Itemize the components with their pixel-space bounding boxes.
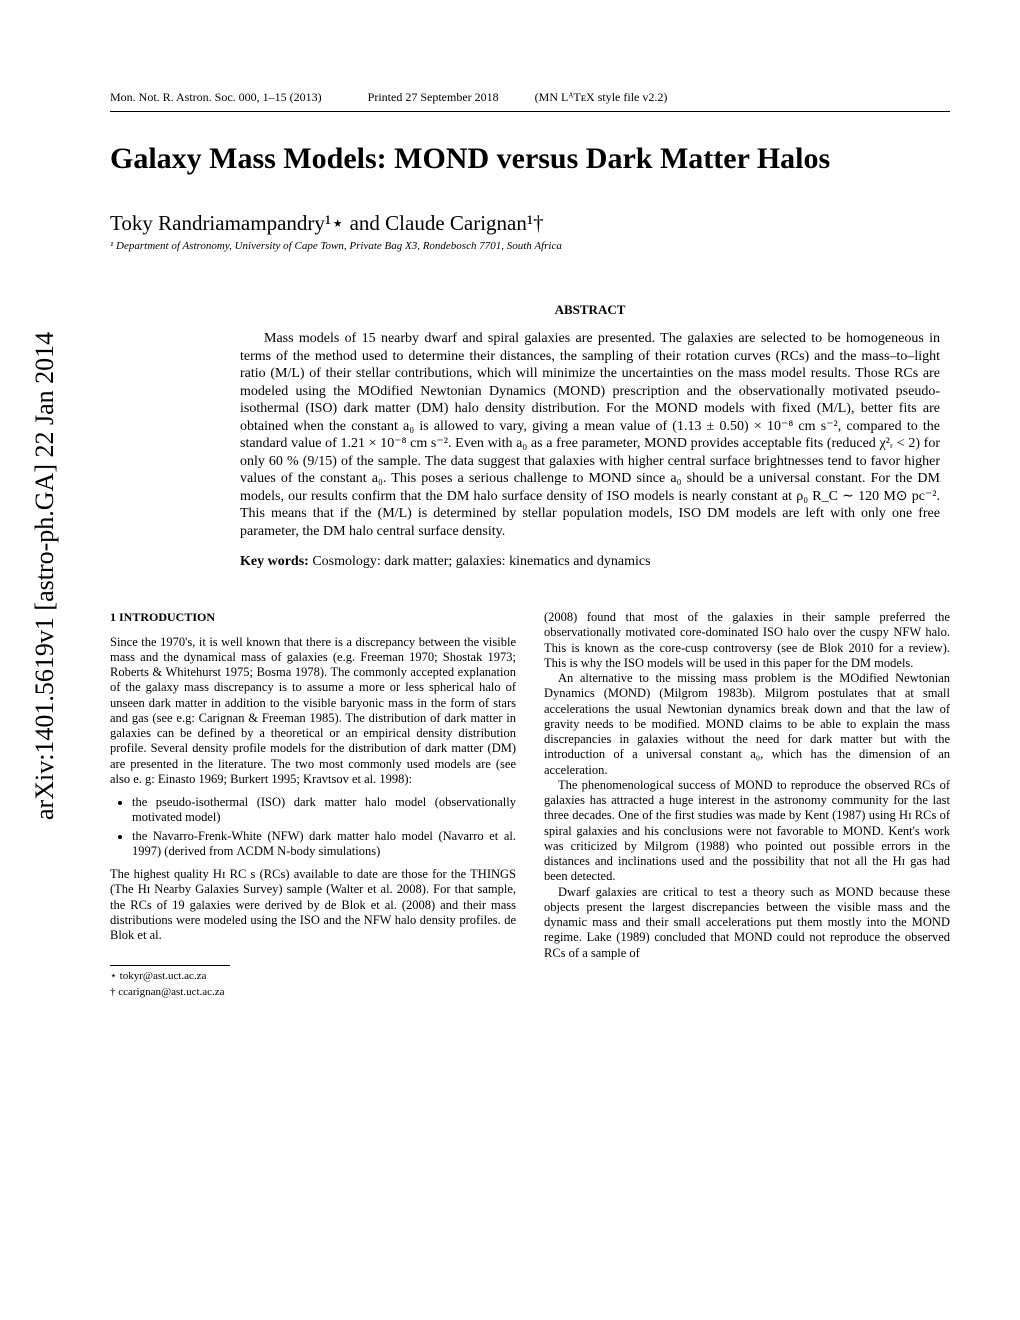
paragraph: Dwarf galaxies are critical to test a th… bbox=[544, 885, 950, 961]
authors: Toky Randriamampandry¹⋆ and Claude Carig… bbox=[110, 211, 950, 236]
top-rule bbox=[110, 111, 950, 112]
paragraph: The phenomenological success of MOND to … bbox=[544, 778, 950, 885]
journal-ref: Mon. Not. R. Astron. Soc. 000, 1–15 (201… bbox=[110, 90, 322, 104]
keywords: Key words: Cosmology: dark matter; galax… bbox=[240, 554, 940, 570]
abstract-block: ABSTRACT Mass models of 15 nearby dwarf … bbox=[240, 302, 940, 570]
keywords-label: Key words: bbox=[240, 554, 309, 569]
list-item: the Navarro-Frenk-White (NFW) dark matte… bbox=[132, 829, 516, 860]
abstract-heading: ABSTRACT bbox=[240, 302, 940, 318]
paragraph: (2008) found that most of the galaxies i… bbox=[544, 610, 950, 671]
paper-title: Galaxy Mass Models: MOND versus Dark Mat… bbox=[110, 142, 950, 176]
bullet-list: the pseudo-isothermal (ISO) dark matter … bbox=[110, 795, 516, 859]
list-item: the pseudo-isothermal (ISO) dark matter … bbox=[132, 795, 516, 826]
footnotes: ⋆ tokyr@ast.uct.ac.za † ccarignan@ast.uc… bbox=[110, 965, 230, 999]
print-date: Printed 27 September 2018 bbox=[368, 90, 499, 104]
footnote: ⋆ tokyr@ast.uct.ac.za bbox=[110, 970, 230, 983]
right-column: (2008) found that most of the galaxies i… bbox=[544, 610, 950, 1001]
paragraph: An alternative to the missing mass probl… bbox=[544, 671, 950, 778]
affiliation: ¹ Department of Astronomy, University of… bbox=[110, 240, 950, 252]
body-columns: 1 INTRODUCTION Since the 1970's, it is w… bbox=[110, 610, 950, 1001]
footnote: † ccarignan@ast.uct.ac.za bbox=[110, 986, 230, 999]
keywords-text: Cosmology: dark matter; galaxies: kinema… bbox=[312, 554, 650, 569]
section-heading: 1 INTRODUCTION bbox=[110, 610, 516, 625]
style-file: (MN LᴬTᴇX style file v2.2) bbox=[535, 90, 668, 104]
paragraph: The highest quality Hɪ RC s (RCs) availa… bbox=[110, 867, 516, 943]
paragraph: Since the 1970's, it is well known that … bbox=[110, 635, 516, 788]
arxiv-stamp: arXiv:1401.5619v1 [astro-ph.GA] 22 Jan 2… bbox=[30, 332, 60, 820]
abstract-body: Mass models of 15 nearby dwarf and spira… bbox=[240, 330, 940, 540]
left-column: 1 INTRODUCTION Since the 1970's, it is w… bbox=[110, 610, 516, 1001]
journal-header: Mon. Not. R. Astron. Soc. 000, 1–15 (201… bbox=[110, 90, 950, 105]
